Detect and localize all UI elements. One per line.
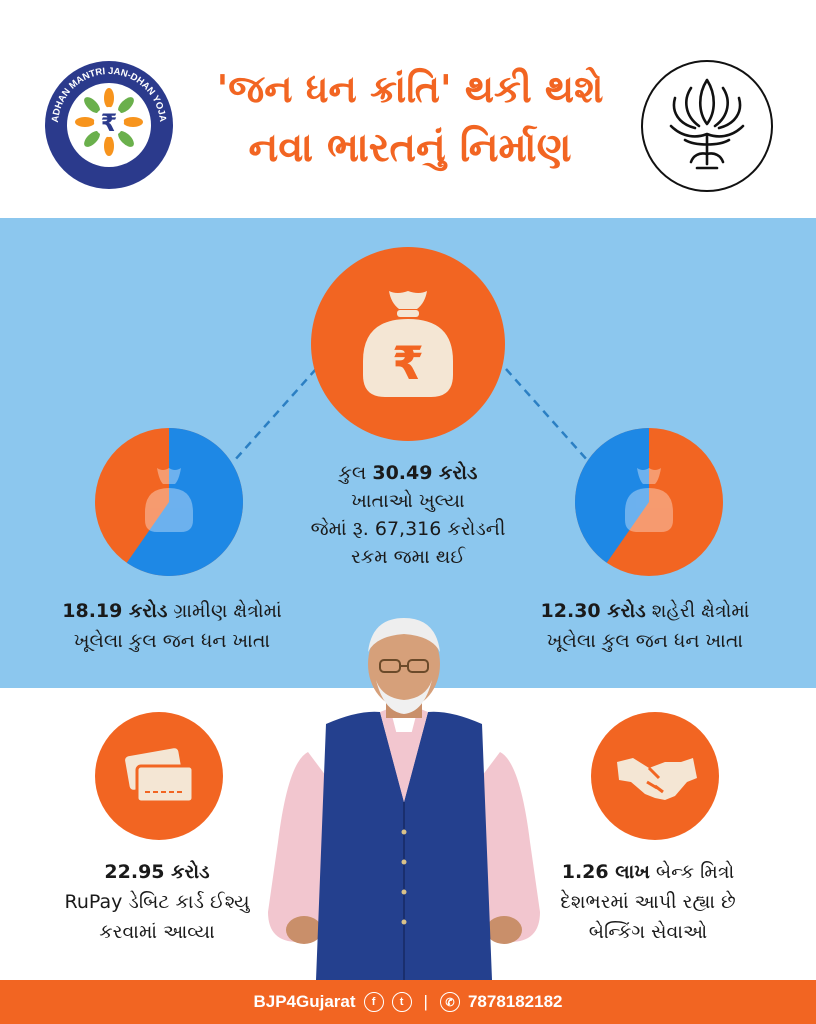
bank-mitra-line-2: દેશભરમાં આપી રહ્યા છે [560, 891, 736, 913]
total-line-3: જેમાં રૂ. 67,316 કરોડની [310, 518, 506, 540]
bank-mitra-text: 1.26 લાખ બેન્ક મિત્રો દેશભરમાં આપી રહ્યા… [508, 857, 788, 947]
rupay-line-3: કરવામાં આવ્યા [99, 921, 215, 943]
urban-value: 12.30 કરોડ [540, 600, 646, 622]
total-line-2: ખાતાઓ ખુલ્યા [351, 490, 465, 512]
urban-pie-bag-watermark [625, 468, 673, 532]
dashed-connector-left [233, 368, 317, 462]
bank-mitra-line-3: બેન્કિંગ સેવાઓ [588, 921, 708, 943]
title-line-2: નવા ભારતનું નિર્માણ [248, 125, 572, 171]
rural-line-2: ખૂલેલા કુલ જન ધન ખાતા [73, 630, 271, 652]
dashed-connector-right [505, 368, 589, 462]
pmjdy-logo: PRADHAN MANTRI JAN-DHAN YOJANA MERA KHAT… [44, 60, 173, 189]
urban-label: શહેરી ક્ષેત્રોમાં [645, 600, 750, 622]
rural-pie-bag-watermark [145, 468, 193, 532]
footer: BJP4Gujarat f t | ✆ 7878182182 [0, 980, 816, 1024]
footer-separator: | [423, 992, 428, 1011]
rural-value: 18.19 કરોડ [62, 600, 168, 622]
total-line-4: રકમ જમા થઈ [350, 546, 465, 568]
urban-accounts-text: 12.30 કરોડ શહેરી ક્ષેત્રોમાં ખૂલેલા કુલ … [495, 596, 795, 656]
urban-share-pie [575, 428, 723, 576]
title-line-1: 'જન ધન ક્રાંતિ' થકી થશે [216, 67, 604, 111]
money-bag-rupee-icon: ₹ [311, 247, 505, 441]
bank-mitra-label: બેન્ક મિત્રો [649, 861, 735, 883]
bank-mitra-value: 1.26 લાખ [561, 861, 650, 883]
total-prefix: કુલ [338, 462, 373, 484]
handshake-icon [591, 712, 719, 840]
svg-text:₹: ₹ [392, 336, 424, 390]
rural-pie-share [126, 428, 243, 576]
rupay-cards-text: 22.95 કરોડ RuPay ડેબિટ કાર્ડ ઈશ્યુ કરવામ… [17, 857, 297, 947]
lotus-logo [641, 60, 773, 192]
phone-icon: ✆ [439, 992, 460, 1012]
urban-pie-share [575, 428, 649, 563]
header: PRADHAN MANTRI JAN-DHAN YOJANA MERA KHAT… [0, 0, 816, 218]
rural-share-pie [95, 428, 243, 576]
rural-accounts-text: 18.19 કરોડ ગ્રામીણ ક્ષેત્રોમાં ખૂલેલા કુ… [22, 596, 322, 656]
total-accounts-value: 30.49 કરોડ [372, 462, 478, 484]
rupay-line-2: RuPay ડેબિટ કાર્ડ ઈશ્યુ [64, 891, 250, 913]
total-accounts-text: કુલ 30.49 કરોડ ખાતાઓ ખુલ્યા જેમાં રૂ. 67… [258, 459, 558, 571]
rural-label: ગ્રામીણ ક્ષેત્રોમાં [167, 600, 282, 622]
footer-handle[interactable]: BJP4Gujarat [253, 992, 356, 1011]
debit-cards-icon [95, 712, 223, 840]
twitter-icon[interactable]: t [391, 992, 412, 1012]
urban-line-2: ખૂલેલા કુલ જન ધન ખાતા [546, 630, 744, 652]
facebook-icon[interactable]: f [363, 992, 384, 1012]
svg-text:₹: ₹ [101, 109, 118, 137]
leader-portrait [268, 618, 540, 980]
rupay-value: 22.95 કરોડ [104, 861, 210, 883]
footer-phone[interactable]: 7878182182 [467, 992, 563, 1011]
page-title: 'જન ધન ક્રાંતિ' થકી થશે નવા ભારતનું નિર્… [185, 60, 635, 178]
